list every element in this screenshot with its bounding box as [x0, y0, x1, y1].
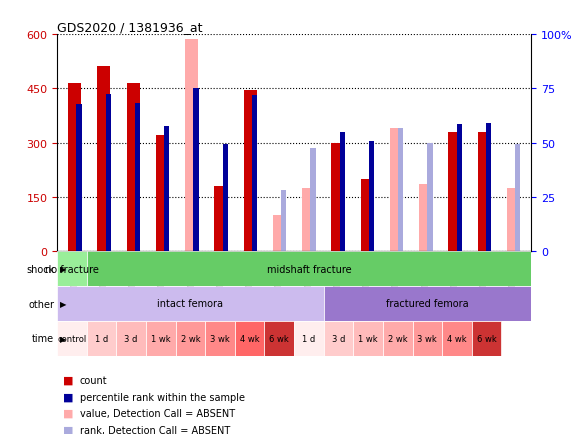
Bar — [294, 321, 324, 356]
Text: count: count — [80, 375, 107, 385]
Bar — [302, 188, 315, 252]
Text: percentile rank within the sample: percentile rank within the sample — [80, 392, 245, 401]
Bar — [235, 321, 264, 356]
Text: 1 d: 1 d — [302, 334, 316, 343]
Bar — [146, 321, 176, 356]
Bar — [57, 286, 324, 321]
Bar — [57, 321, 87, 356]
Text: ■: ■ — [63, 408, 73, 418]
Bar — [214, 187, 227, 252]
Text: 2 wk: 2 wk — [180, 334, 200, 343]
Bar — [442, 321, 472, 356]
Text: ■: ■ — [63, 375, 73, 385]
Text: 4 wk: 4 wk — [240, 334, 259, 343]
Bar — [194, 89, 199, 252]
Bar — [116, 321, 146, 356]
Bar — [281, 190, 287, 252]
Bar — [135, 103, 140, 252]
Bar — [331, 143, 344, 252]
Text: time: time — [32, 334, 54, 343]
Text: 6 wk: 6 wk — [270, 334, 289, 343]
Text: 4 wk: 4 wk — [447, 334, 467, 343]
Bar — [448, 132, 461, 252]
Text: 2 wk: 2 wk — [388, 334, 408, 343]
Bar — [264, 321, 294, 356]
Bar — [57, 252, 87, 286]
Bar — [477, 132, 491, 252]
Bar — [324, 321, 353, 356]
Text: 1 wk: 1 wk — [151, 334, 171, 343]
Bar — [486, 123, 491, 252]
Text: ▶: ▶ — [60, 334, 66, 343]
Text: other: other — [28, 299, 54, 309]
Bar — [507, 188, 520, 252]
Bar — [515, 145, 521, 252]
Bar — [324, 286, 531, 321]
Text: 6 wk: 6 wk — [477, 334, 496, 343]
Text: no fracture: no fracture — [45, 264, 99, 274]
Bar — [244, 91, 257, 252]
Text: ▶: ▶ — [60, 265, 66, 273]
Bar — [412, 321, 442, 356]
Bar — [252, 96, 257, 252]
Bar — [68, 83, 81, 252]
Bar — [383, 321, 412, 356]
Bar — [77, 105, 82, 252]
Text: ■: ■ — [63, 425, 73, 434]
Bar — [419, 185, 432, 252]
Text: ▶: ▶ — [60, 299, 66, 308]
Bar — [311, 148, 316, 252]
Bar — [97, 67, 111, 252]
Bar — [353, 321, 383, 356]
Bar — [176, 321, 205, 356]
Bar — [428, 143, 433, 252]
Bar — [223, 145, 228, 252]
Text: 3 wk: 3 wk — [417, 334, 437, 343]
Text: 3 d: 3 d — [332, 334, 345, 343]
Text: rank, Detection Call = ABSENT: rank, Detection Call = ABSENT — [80, 425, 230, 434]
Bar — [398, 129, 404, 252]
Bar — [273, 216, 286, 252]
Bar — [361, 179, 374, 252]
Text: 3 wk: 3 wk — [210, 334, 230, 343]
Text: control: control — [57, 334, 87, 343]
Bar — [164, 127, 170, 252]
Bar — [369, 141, 374, 252]
Bar — [127, 83, 140, 252]
Text: GDS2020 / 1381936_at: GDS2020 / 1381936_at — [57, 20, 203, 33]
Text: midshaft fracture: midshaft fracture — [267, 264, 351, 274]
Bar — [185, 40, 198, 252]
Bar — [472, 321, 501, 356]
Bar — [340, 132, 345, 252]
Bar — [457, 125, 462, 252]
Text: intact femora: intact femora — [158, 299, 223, 309]
Text: 3 d: 3 d — [124, 334, 138, 343]
Text: value, Detection Call = ABSENT: value, Detection Call = ABSENT — [80, 408, 235, 418]
Text: fractured femora: fractured femora — [386, 299, 469, 309]
Text: 1 d: 1 d — [95, 334, 108, 343]
Bar — [87, 321, 116, 356]
Bar — [205, 321, 235, 356]
Text: 1 wk: 1 wk — [359, 334, 378, 343]
Bar — [106, 95, 111, 252]
Text: shock: shock — [26, 264, 54, 274]
Text: ■: ■ — [63, 392, 73, 401]
Bar — [156, 136, 169, 252]
Bar — [390, 129, 403, 252]
